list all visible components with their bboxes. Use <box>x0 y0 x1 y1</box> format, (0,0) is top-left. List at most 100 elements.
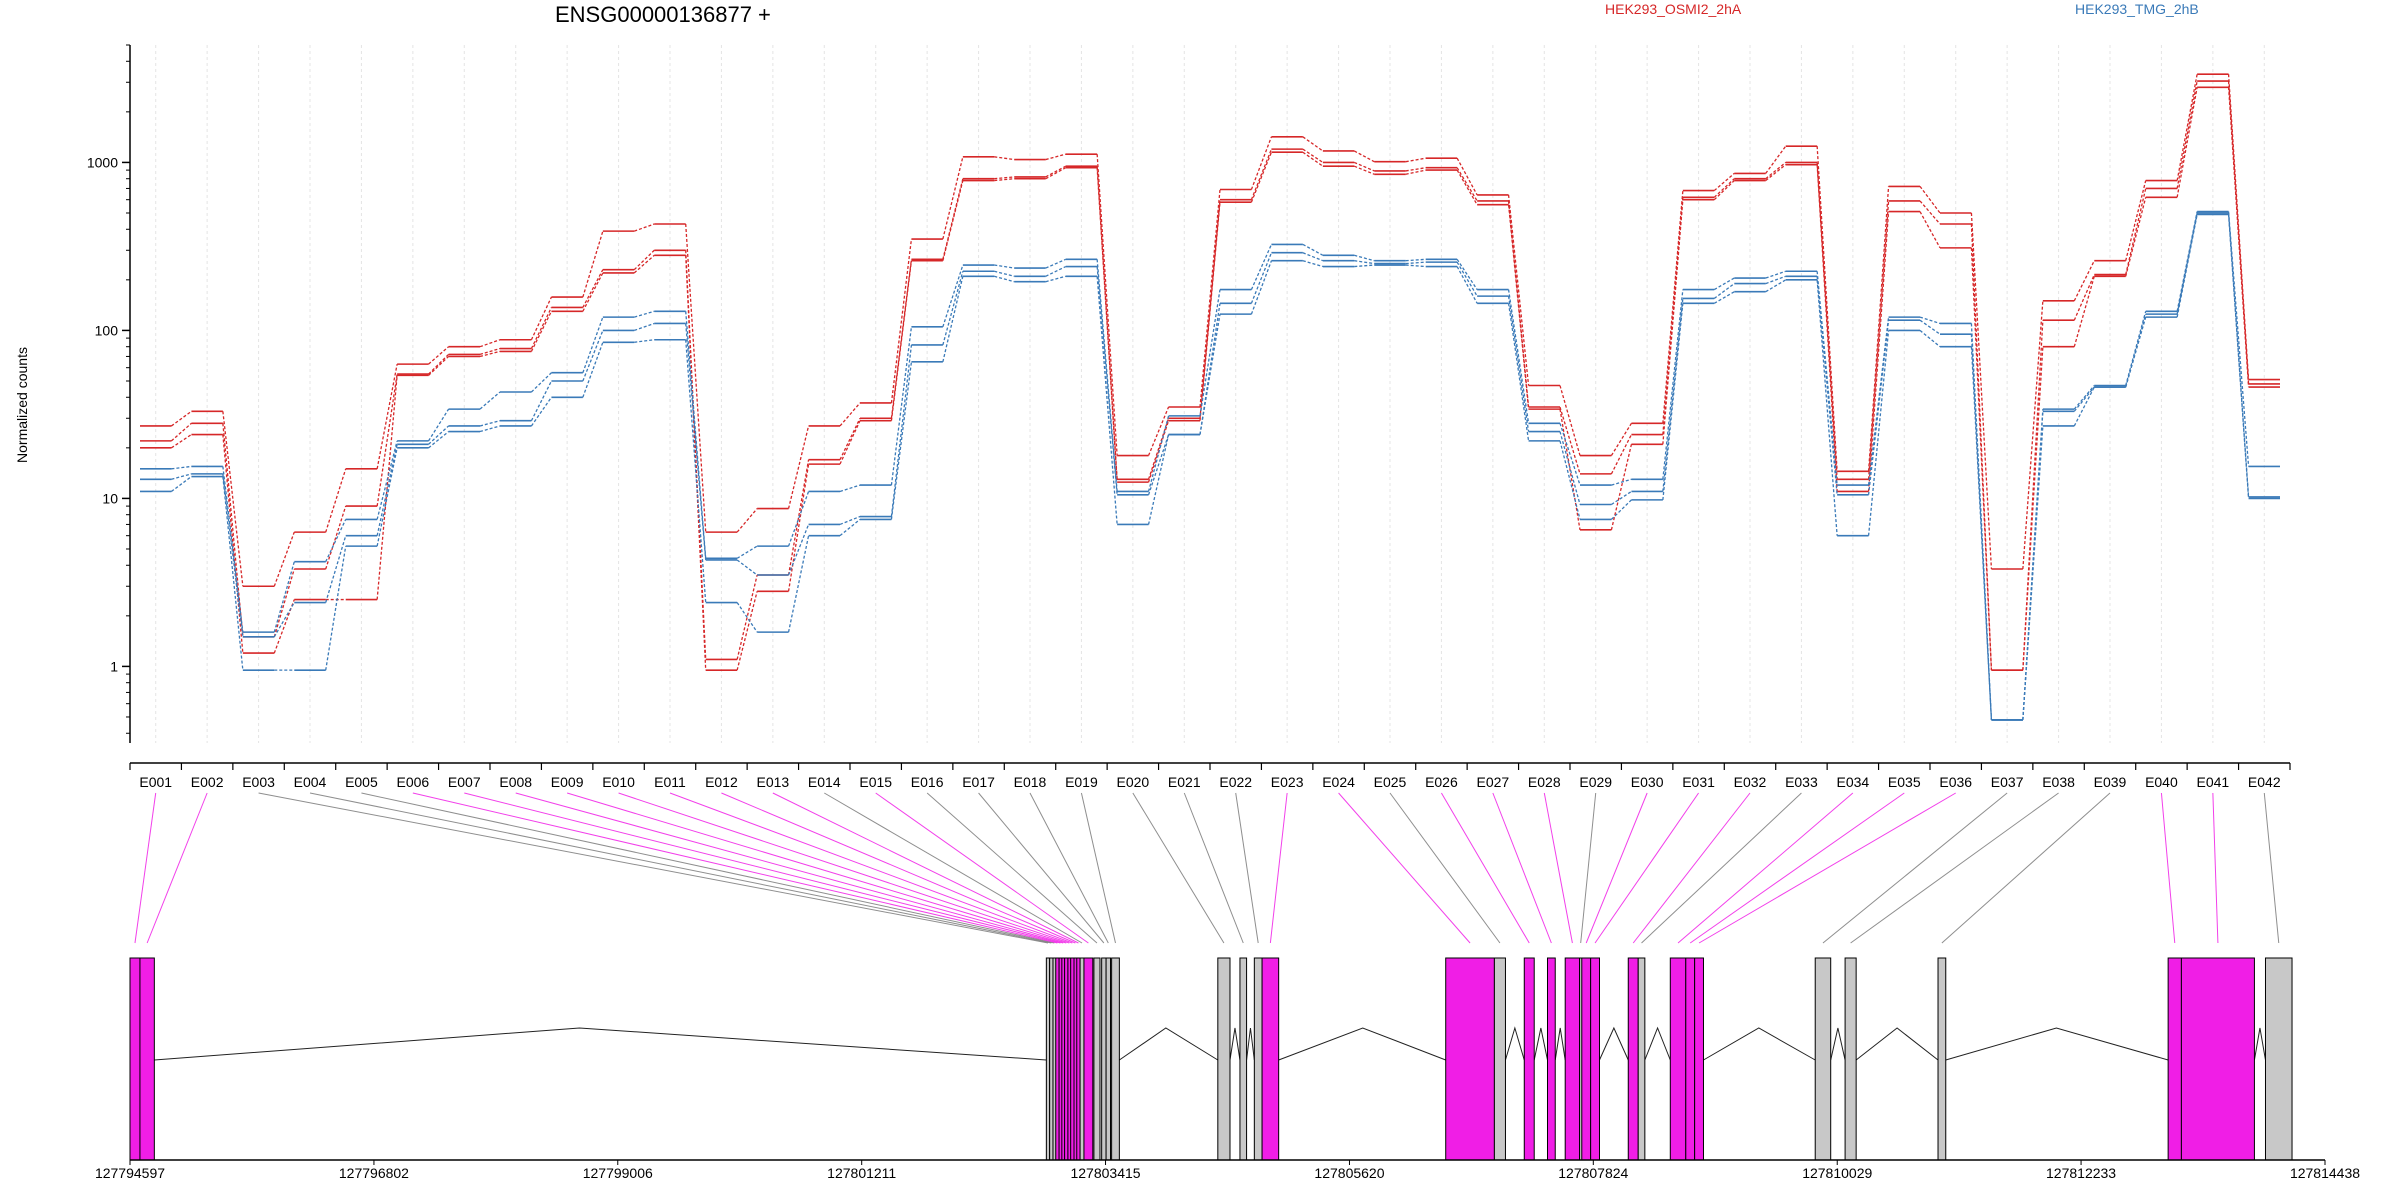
series-line-osmi2-1-transition <box>1096 154 1118 456</box>
series-line-osmi2-3-transition <box>222 434 244 654</box>
series-line-tmg-1-transition <box>2073 385 2095 410</box>
series-line-osmi2-3-transition <box>1765 164 1787 182</box>
series-line-tmg-3-transition <box>1096 276 1118 525</box>
series-line-tmg-2-transition <box>736 559 758 576</box>
exon-box-E022 <box>1253 957 1263 1161</box>
series-line-osmi2-1-transition <box>1765 145 1787 174</box>
series-line-osmi2-1-transition <box>1353 150 1375 163</box>
series-line-osmi2-3-transition <box>890 260 913 421</box>
series-line-tmg-3-transition <box>1816 279 1838 536</box>
series-line-osmi2-2-transition <box>479 347 501 356</box>
series-line-osmi2-2-transition <box>1559 406 1581 475</box>
series-line-tmg-1-transition <box>1405 258 1426 262</box>
series-line-osmi2-3-transition <box>1045 167 1067 180</box>
connector-E017 <box>978 792 1105 944</box>
series-line-osmi2-1-transition <box>2022 300 2044 570</box>
series-line-osmi2-2-transition <box>582 269 604 308</box>
series-line-tmg-2-transition <box>1507 296 1530 432</box>
exon-box-E020 <box>1217 957 1231 1161</box>
series-line-tmg-1-transition <box>1507 289 1530 424</box>
exon-box-E001 <box>129 957 141 1161</box>
series-line-osmi2-3-transition <box>736 591 758 671</box>
series-line-tmg-3-transition <box>1250 260 1273 315</box>
series-line-osmi2-2-transition <box>376 373 398 507</box>
grid-lines <box>155 45 2265 743</box>
intron-5 <box>1278 1027 1446 1061</box>
exon-box-E041 <box>2180 957 2255 1161</box>
series-line-tmg-1-transition <box>1765 270 1786 279</box>
connector-E026 <box>1440 792 1530 944</box>
series-line-tmg-3-transition <box>942 276 964 362</box>
connector-E029 <box>1580 792 1597 944</box>
series-line-osmi2-3-transition <box>1354 165 1375 175</box>
exon-label-E037: E037 <box>1991 774 2024 790</box>
connector-E027 <box>1492 792 1552 944</box>
series-line-tmg-2-transition <box>1559 431 1581 505</box>
series-line-tmg-1-transition <box>634 310 655 318</box>
series-line-tmg-1-transition <box>1456 258 1478 290</box>
exon-label-E035: E035 <box>1888 774 1921 790</box>
series-line-tmg-2-transition <box>685 323 707 561</box>
series-line-osmi2-2-transition <box>1970 223 1993 671</box>
exon-box-E039 <box>1937 957 1947 1161</box>
series-line-osmi2-1-transition <box>736 508 758 533</box>
intron-15 <box>2253 1027 2266 1061</box>
exon-box-E038 <box>1844 957 1857 1161</box>
exon-label-E025: E025 <box>1374 774 1407 790</box>
series-line-osmi2-3-transition <box>942 180 964 261</box>
exon-box-E040 <box>2167 957 2182 1161</box>
intron-8 <box>1554 1027 1566 1061</box>
series-line-osmi2-1-transition <box>1970 212 1993 570</box>
exon-label-E020: E020 <box>1117 774 1150 790</box>
series-line-osmi2-1-transition <box>171 410 192 427</box>
series-line-tmg-2-transition <box>890 344 913 517</box>
series-line-osmi2-3-transition <box>376 375 398 600</box>
exon-box-E030 <box>1581 957 1592 1161</box>
series-line-osmi2-1-transition <box>376 364 398 469</box>
series-line-tmg-3-transition <box>530 396 552 427</box>
legend-entry-tmg: HEK293_TMG_2hB <box>2075 1 2199 17</box>
coord-tick-label: 127810029 <box>1802 1165 1872 1181</box>
series-line-tmg-1-transition <box>839 484 861 493</box>
series-line-tmg-1-transition <box>685 311 707 559</box>
series-line-osmi2-3-transition <box>1405 169 1426 175</box>
series-line-tmg-2-transition <box>1816 276 1838 495</box>
exon-label-E041: E041 <box>2197 774 2230 790</box>
exon-label-E003: E003 <box>242 774 275 790</box>
series-line-osmi2-3-transition <box>2227 87 2250 388</box>
series-line-tmg-3-transition <box>1713 291 1735 304</box>
connector-E010 <box>618 792 1070 944</box>
connector-E007 <box>464 792 1061 944</box>
series-line-osmi2-3-transition <box>171 433 192 449</box>
series-line-tmg-2-transition <box>222 473 244 637</box>
series-line-osmi2-3-transition <box>2022 346 2044 671</box>
series-line-tmg-1-transition <box>171 465 192 470</box>
connector-E039 <box>1941 792 2111 944</box>
series-line-osmi2-2-transition <box>1405 167 1426 172</box>
series-line-tmg-2-transition <box>1919 319 1941 335</box>
series-line-osmi2-1-transition <box>530 296 553 341</box>
series-line-osmi2-3-transition <box>479 350 501 358</box>
intron-10 <box>1644 1026 1671 1061</box>
connector-E001 <box>134 792 157 944</box>
intron-4 <box>1246 1027 1255 1061</box>
series-line-osmi2-3-transition <box>1096 167 1118 483</box>
y-axis-label: Normalized counts <box>14 347 30 463</box>
series-line-tmg-3-transition <box>2022 425 2044 720</box>
exon-box-E028 <box>1564 957 1581 1161</box>
series-line-tmg-1-transition <box>1147 415 1170 492</box>
series-line-osmi2-1-transition <box>1405 157 1426 163</box>
series-line-osmi2-2-transition <box>2073 274 2095 321</box>
series-line-osmi2-3-transition <box>1713 180 1735 201</box>
exon-box-E016 <box>1093 957 1101 1161</box>
connector-E035 <box>1689 792 1905 944</box>
connector-lines <box>134 792 2280 944</box>
series-line-osmi2-1-transition <box>1045 153 1066 161</box>
series-line-tmg-1-transition <box>582 316 604 373</box>
series-line-tmg-1-transition <box>1611 478 1632 486</box>
series-line-tmg-1-transition <box>376 440 398 520</box>
connector-E037 <box>1822 792 2008 944</box>
exon-label-E039: E039 <box>2094 774 2127 790</box>
series-line-tmg-1-transition <box>530 372 552 393</box>
legend-entry-osmi2: HEK293_OSMI2_2hA <box>1605 1 1742 17</box>
